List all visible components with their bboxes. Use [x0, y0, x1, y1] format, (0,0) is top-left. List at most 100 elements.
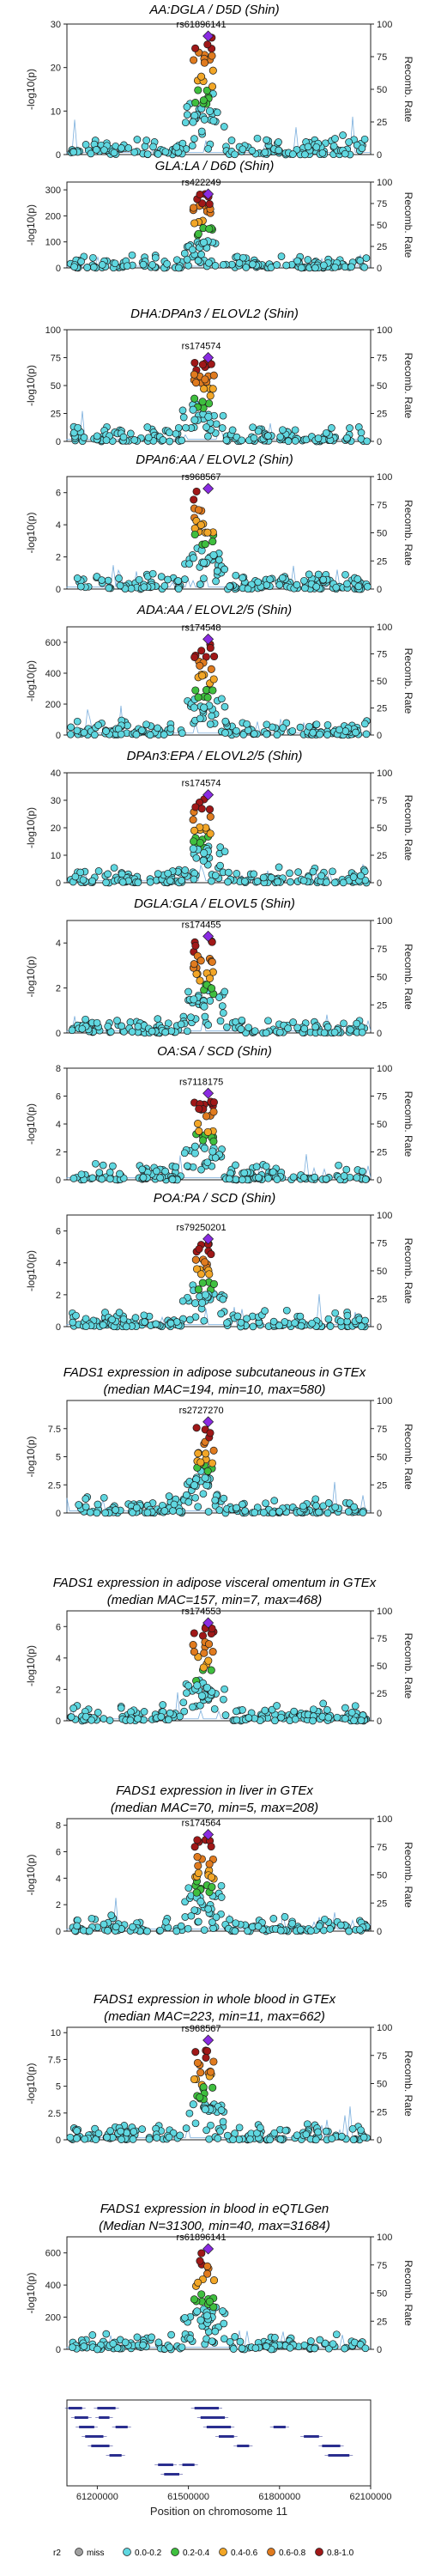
snp-point [197, 2317, 204, 2324]
y2-tick-label: 0 [377, 878, 382, 889]
snp-point [182, 1914, 189, 1921]
snp-point [282, 2127, 289, 2134]
y-tick-label: 300 [45, 185, 61, 196]
snp-point [341, 1704, 348, 1711]
snp-point [210, 1280, 217, 1287]
snp-point [190, 1630, 197, 1637]
y-tick-label: 4 [56, 939, 61, 949]
snp-point [243, 264, 250, 270]
snp-point [275, 139, 282, 146]
y-tick-label: 2.5 [48, 2109, 61, 2119]
panel-title: POA:PA / SCD (Shin) [154, 1191, 276, 1206]
snp-point [166, 2344, 173, 2351]
snp-point [74, 574, 81, 581]
snp-point [297, 1926, 304, 1933]
snp-point [327, 1323, 334, 1330]
snp-point [311, 264, 318, 271]
snp-point [74, 2128, 81, 2135]
snp-point [208, 878, 214, 884]
y-tick-label: 8 [56, 1064, 61, 1074]
snp-point [149, 261, 156, 268]
snp-point [323, 1176, 329, 1182]
snp-point [324, 721, 331, 728]
snp-point [201, 1145, 208, 1151]
snp-point [99, 261, 106, 268]
snp-point [109, 1316, 116, 1323]
snp-point [200, 97, 207, 104]
snp-point [140, 2342, 147, 2348]
y2-tick-label: 50 [377, 1267, 387, 1277]
snp-point [362, 1176, 369, 1183]
y2-tick-label: 50 [377, 1120, 387, 1130]
snp-point [233, 1504, 240, 1511]
snp-point [353, 1020, 360, 1027]
snp-point [289, 1920, 296, 1927]
panel-5: ADA:AA / ELOVL2/5 (Shin)0200400600-log10… [25, 603, 414, 741]
snp-point [134, 2334, 141, 2341]
snp-point [271, 2334, 278, 2341]
snp-point [276, 1508, 283, 1515]
snp-point [190, 817, 196, 823]
snp-point [201, 1259, 208, 1266]
snp-point [161, 582, 168, 589]
panel-title: DGLA:GLA / ELOVL5 (Shin) [134, 896, 295, 911]
y2-tick-label: 25 [377, 1899, 387, 1909]
snp-point [287, 878, 293, 885]
y2-tick-label: 25 [377, 1148, 387, 1158]
y2-tick-label: 50 [377, 2080, 387, 2090]
panel-7: DGLA:GLA / ELOVL5 (Shin)024-log10(p)0255… [25, 896, 414, 1039]
snp-point [323, 878, 330, 885]
snp-point [103, 728, 110, 735]
snp-point [218, 2107, 225, 2114]
snp-point [349, 2125, 356, 2132]
snp-point [233, 870, 240, 877]
snp-point [158, 1713, 165, 1720]
snp-point [192, 2120, 199, 2127]
snp-point [199, 361, 206, 368]
snp-point [175, 586, 182, 592]
snp-point [184, 1163, 190, 1170]
snp-point [118, 2136, 125, 2143]
snp-point [192, 2049, 199, 2056]
snp-point [190, 2296, 197, 2303]
snp-point [82, 141, 89, 148]
snp-point [183, 424, 190, 431]
snp-point [178, 877, 185, 884]
snp-point [195, 2279, 202, 2286]
snp-point [195, 1918, 202, 1925]
plot-area [67, 920, 371, 1033]
snp-point [361, 264, 368, 270]
y2-tick-label: 100 [377, 916, 392, 927]
snp-point [82, 1496, 89, 1503]
snp-point [358, 429, 365, 436]
snp-point [162, 1918, 169, 1925]
snp-point [160, 732, 167, 738]
snp-point [239, 437, 245, 444]
snp-point [298, 1322, 305, 1329]
snp-point [305, 143, 311, 150]
snp-point [327, 1925, 334, 1932]
snp-point [220, 2308, 227, 2315]
snp-point [364, 438, 371, 445]
snp-point [177, 1713, 184, 1720]
legend-label: 0.2-0.4 [183, 2549, 210, 2558]
y2-tick-label: 0 [377, 1927, 382, 1937]
snp-point [207, 392, 214, 399]
snp-point [316, 1923, 323, 1929]
snp-point [118, 2128, 124, 2135]
panel-13: FADS1 expression in whole blood in GTEx(… [25, 1992, 414, 2146]
snp-point [320, 1700, 327, 1707]
y2-tick-label: 0 [377, 731, 382, 741]
snp-point [332, 1309, 339, 1316]
snp-point [186, 2110, 193, 2117]
snp-point [209, 67, 216, 74]
snp-point [234, 1313, 241, 1320]
snp-point [99, 577, 106, 584]
snp-point [344, 580, 351, 587]
snp-point [185, 988, 192, 995]
snp-point [198, 805, 205, 812]
snp-point [157, 1927, 164, 1934]
snp-point [276, 581, 283, 588]
snp-point [105, 1023, 112, 1030]
snp-point [179, 1297, 186, 1304]
